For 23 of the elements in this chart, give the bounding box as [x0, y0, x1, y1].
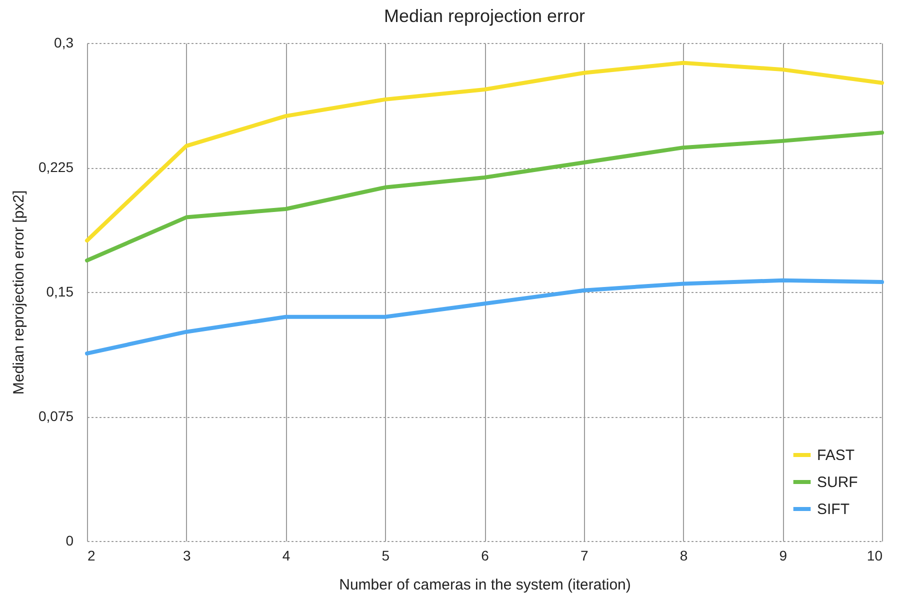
- y-tick-label: 0,075: [38, 408, 74, 424]
- line-series: [85, 130, 884, 262]
- x-tick-label: 5: [382, 548, 390, 564]
- x-tick-label: 6: [481, 548, 490, 564]
- legend-label: SURF: [817, 474, 858, 491]
- y-axis-title: Median reprojection error [px2]: [10, 190, 28, 395]
- x-tick-label: 7: [580, 548, 588, 564]
- x-tick-label: 9: [779, 548, 788, 564]
- y-tick-label: 0,15: [46, 284, 74, 300]
- y-tick-label: 0,225: [38, 159, 74, 175]
- chart-title: Median reprojection error: [384, 6, 586, 26]
- y-tick-label: 0: [66, 532, 74, 548]
- legend-label: SIFT: [817, 501, 850, 518]
- x-tick-label: 2: [88, 548, 96, 564]
- legend-label: FAST: [817, 447, 855, 464]
- x-tick-label: 4: [282, 548, 290, 564]
- x-tick-label: 8: [680, 548, 688, 564]
- x-tick-label: 10: [866, 548, 883, 564]
- y-tick-label: 0,3: [54, 34, 74, 50]
- x-tick-label: 3: [182, 548, 191, 564]
- line-series: [85, 60, 884, 243]
- line-series: [85, 278, 884, 356]
- x-axis-title: Number of cameras in the system (iteration): [339, 576, 631, 594]
